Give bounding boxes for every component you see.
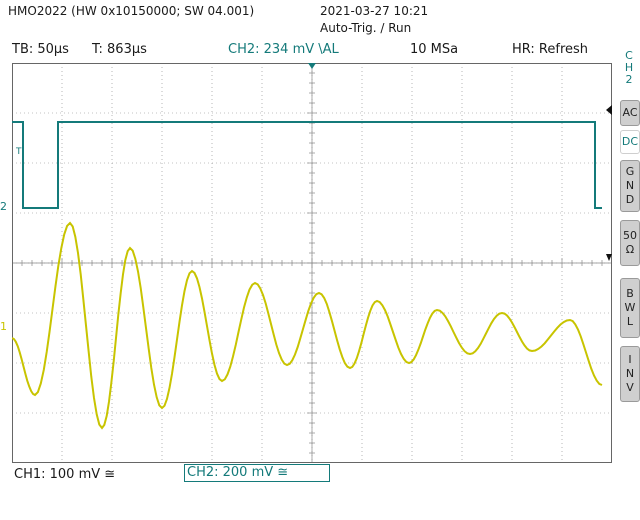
button-label: D (625, 193, 635, 206)
scope-screen[interactable] (12, 63, 612, 463)
title-char: 2 (625, 73, 633, 86)
button-label: Ω (625, 243, 635, 256)
device-info: HMO2022 (HW 0x10150000; SW 04.001) (8, 4, 255, 18)
ch1-scale-label[interactable]: CH1: 100 mV ≅ (14, 467, 116, 482)
button-label: B (626, 287, 634, 300)
button-label: G (625, 165, 635, 178)
timebase: TB: 50µs (12, 42, 69, 57)
ch2-trigger-info: CH2: 234 mV \AL (228, 42, 339, 57)
button-label: W (624, 301, 636, 314)
ch1-marker: 1 (0, 320, 7, 333)
right-offset-marker (606, 254, 612, 261)
ac-coupling-button[interactable]: AC (620, 100, 640, 126)
trigger-level-marker: T (16, 147, 22, 157)
ch2-marker: 2 (0, 200, 7, 213)
button-label: V (626, 381, 634, 394)
datetime: 2021-03-27 10:21 (320, 4, 429, 18)
inv-button[interactable]: I N V (620, 346, 640, 402)
button-label: 50 (623, 229, 637, 242)
trigger-position-marker (308, 63, 316, 69)
button-label: L (626, 315, 634, 328)
title-char: C (625, 49, 633, 62)
graticule (12, 63, 612, 463)
right-level-marker (606, 105, 612, 115)
button-label: I (628, 353, 632, 366)
dc-coupling-button[interactable]: DC (620, 130, 640, 154)
ch2-trace (12, 121, 602, 209)
trigger-state: Auto-Trig. / Run (320, 21, 412, 35)
ch2-scale-label[interactable]: CH2: 200 mV ≅ (184, 464, 330, 482)
gnd-button[interactable]: G N D (620, 160, 640, 212)
button-label: AC (622, 106, 638, 119)
button-label: N (625, 179, 635, 192)
side-menu-title: C H 2 (622, 50, 636, 86)
title-char: H (624, 61, 634, 74)
trigger-time: T: 863µs (92, 42, 147, 57)
ch1-trace (12, 221, 603, 430)
button-label: N (625, 367, 635, 380)
bwl-button[interactable]: B W L (620, 278, 640, 338)
button-label: DC (621, 135, 639, 148)
50-ohm-button[interactable]: 50 Ω (620, 220, 640, 266)
sample-rate: 10 MSa (410, 42, 459, 57)
hr-mode: HR: Refresh (512, 42, 589, 57)
